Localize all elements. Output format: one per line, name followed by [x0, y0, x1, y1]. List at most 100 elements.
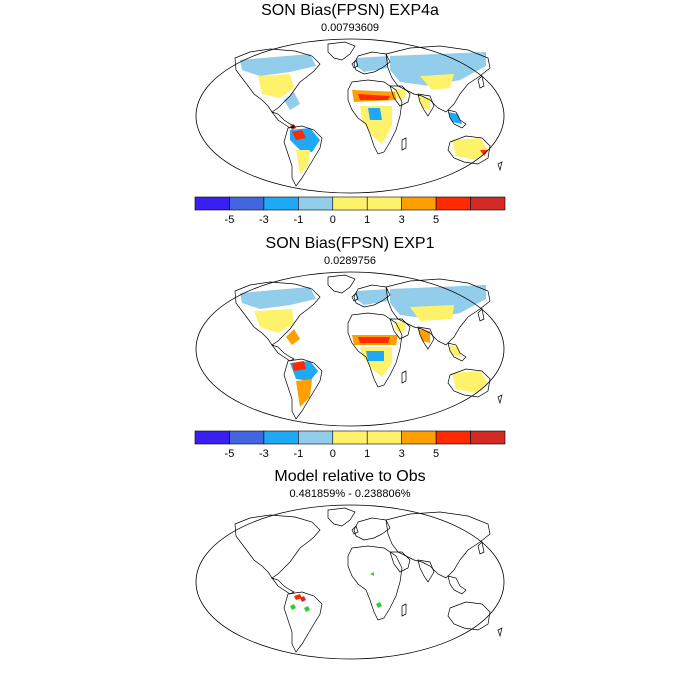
bias-field-layer — [240, 52, 488, 174]
bias-patch — [284, 92, 300, 110]
coastline-australia — [447, 368, 491, 398]
panel-3-subtitle: 0.481859% - 0.238806% — [289, 488, 411, 500]
bias-patch — [376, 602, 382, 608]
continent-greenland — [328, 275, 355, 293]
colorbar-tick-label: -5 — [225, 448, 235, 460]
coastline-nz — [497, 161, 503, 172]
bias-patch — [448, 345, 462, 357]
bias-patch — [358, 337, 390, 343]
coastline-asia — [385, 45, 491, 113]
bias-patch — [290, 604, 296, 610]
continent-asia — [386, 512, 490, 578]
colorbar-tick-label: -1 — [293, 214, 303, 226]
colorbar-tick-label: -3 — [259, 448, 269, 460]
continent-madagascar — [402, 371, 406, 383]
bias-patch — [296, 379, 312, 407]
coastline-centralAmerica — [271, 577, 295, 595]
map-frame — [195, 504, 505, 660]
bias-patch — [370, 572, 374, 576]
continent-nz — [498, 395, 502, 403]
coastline-greenland — [327, 507, 356, 527]
coastline-madagascar — [401, 137, 407, 151]
coastline-nz — [497, 394, 503, 405]
bias-patch — [240, 287, 316, 309]
coastline-greenland — [327, 41, 356, 61]
panel-2-subtitle: 0.0289756 — [324, 255, 376, 267]
coastline-india — [417, 559, 435, 583]
bias-patch — [366, 351, 384, 361]
coastline-africa — [347, 545, 403, 621]
coastline-asia — [385, 278, 491, 346]
bias-patch — [480, 150, 488, 156]
colorbar-tick-label: -3 — [259, 214, 269, 226]
colorbar-group: -5 -3 -1 0 1 3 5 — [194, 196, 506, 226]
bias-patch — [254, 309, 294, 333]
continent-arabia — [390, 552, 410, 572]
bias-patch — [292, 361, 306, 371]
coastline-layer — [234, 274, 503, 420]
colorbar-tick-label: 0 — [330, 448, 336, 460]
coastline-arabia — [389, 318, 411, 340]
coastline-arabia — [389, 551, 411, 573]
coastline-northAmerica — [234, 281, 321, 346]
continent-greenland — [328, 42, 355, 60]
colorbar-tick-label: 0 — [330, 214, 336, 226]
colorbar-cell — [470, 196, 506, 211]
bias-patch — [356, 56, 388, 72]
bias-patch — [410, 305, 454, 321]
bias-patch — [360, 106, 392, 144]
continent-nz — [498, 162, 502, 170]
coastline-layer — [234, 507, 503, 653]
coastline-seAsia — [447, 575, 467, 595]
coastline-uk — [351, 292, 359, 302]
bias-patch — [452, 371, 488, 393]
coastline-europe — [353, 517, 391, 541]
coastline-japan — [477, 75, 485, 89]
bias-patch — [356, 289, 388, 305]
bias-patch — [418, 96, 430, 110]
coastline-asia — [385, 511, 491, 579]
bias-patch — [292, 130, 306, 140]
colorbar-tick-label: 1 — [364, 448, 370, 460]
coastline-uk — [351, 59, 359, 69]
bias-patch — [300, 596, 306, 602]
land-layer — [235, 508, 502, 652]
coastline-greenland — [327, 274, 356, 294]
colorbar-tick-label: 5 — [433, 214, 439, 226]
coastline-japan — [477, 541, 485, 555]
continent-madagascar — [402, 604, 406, 616]
continent-greenland — [328, 508, 355, 526]
map-group — [195, 38, 505, 194]
bias-patch — [394, 321, 406, 333]
coastline-australia — [447, 135, 491, 165]
colorbar-tick-label: 3 — [399, 214, 405, 226]
coastline-arabia — [389, 85, 411, 107]
map-frame — [195, 38, 505, 194]
bias-patch — [368, 108, 382, 120]
map-group — [195, 271, 505, 427]
colorbar-tick-label: -1 — [293, 448, 303, 460]
bias-patch — [304, 606, 310, 612]
coastline-india — [417, 326, 435, 350]
coastline-india — [417, 93, 435, 117]
continent-centralAmerica — [272, 578, 294, 594]
bias-patch — [418, 329, 430, 343]
colorbar-cell — [470, 430, 506, 445]
continent-australia — [448, 602, 490, 630]
coastline-southAmerica — [283, 125, 323, 187]
continent-centralAmerica — [272, 345, 294, 361]
colorbar-tick-label: 1 — [364, 214, 370, 226]
continent-madagascar — [402, 138, 406, 150]
coastline-seAsia — [447, 342, 467, 362]
bias-patch — [240, 54, 316, 76]
panel-1-title: SON Bias(FPSN) EXP4a — [261, 2, 439, 19]
bias-patch — [286, 329, 300, 345]
coastline-centralAmerica — [271, 344, 295, 362]
map-group — [195, 504, 505, 660]
panel-3-title: Model relative to Obs — [274, 468, 426, 485]
